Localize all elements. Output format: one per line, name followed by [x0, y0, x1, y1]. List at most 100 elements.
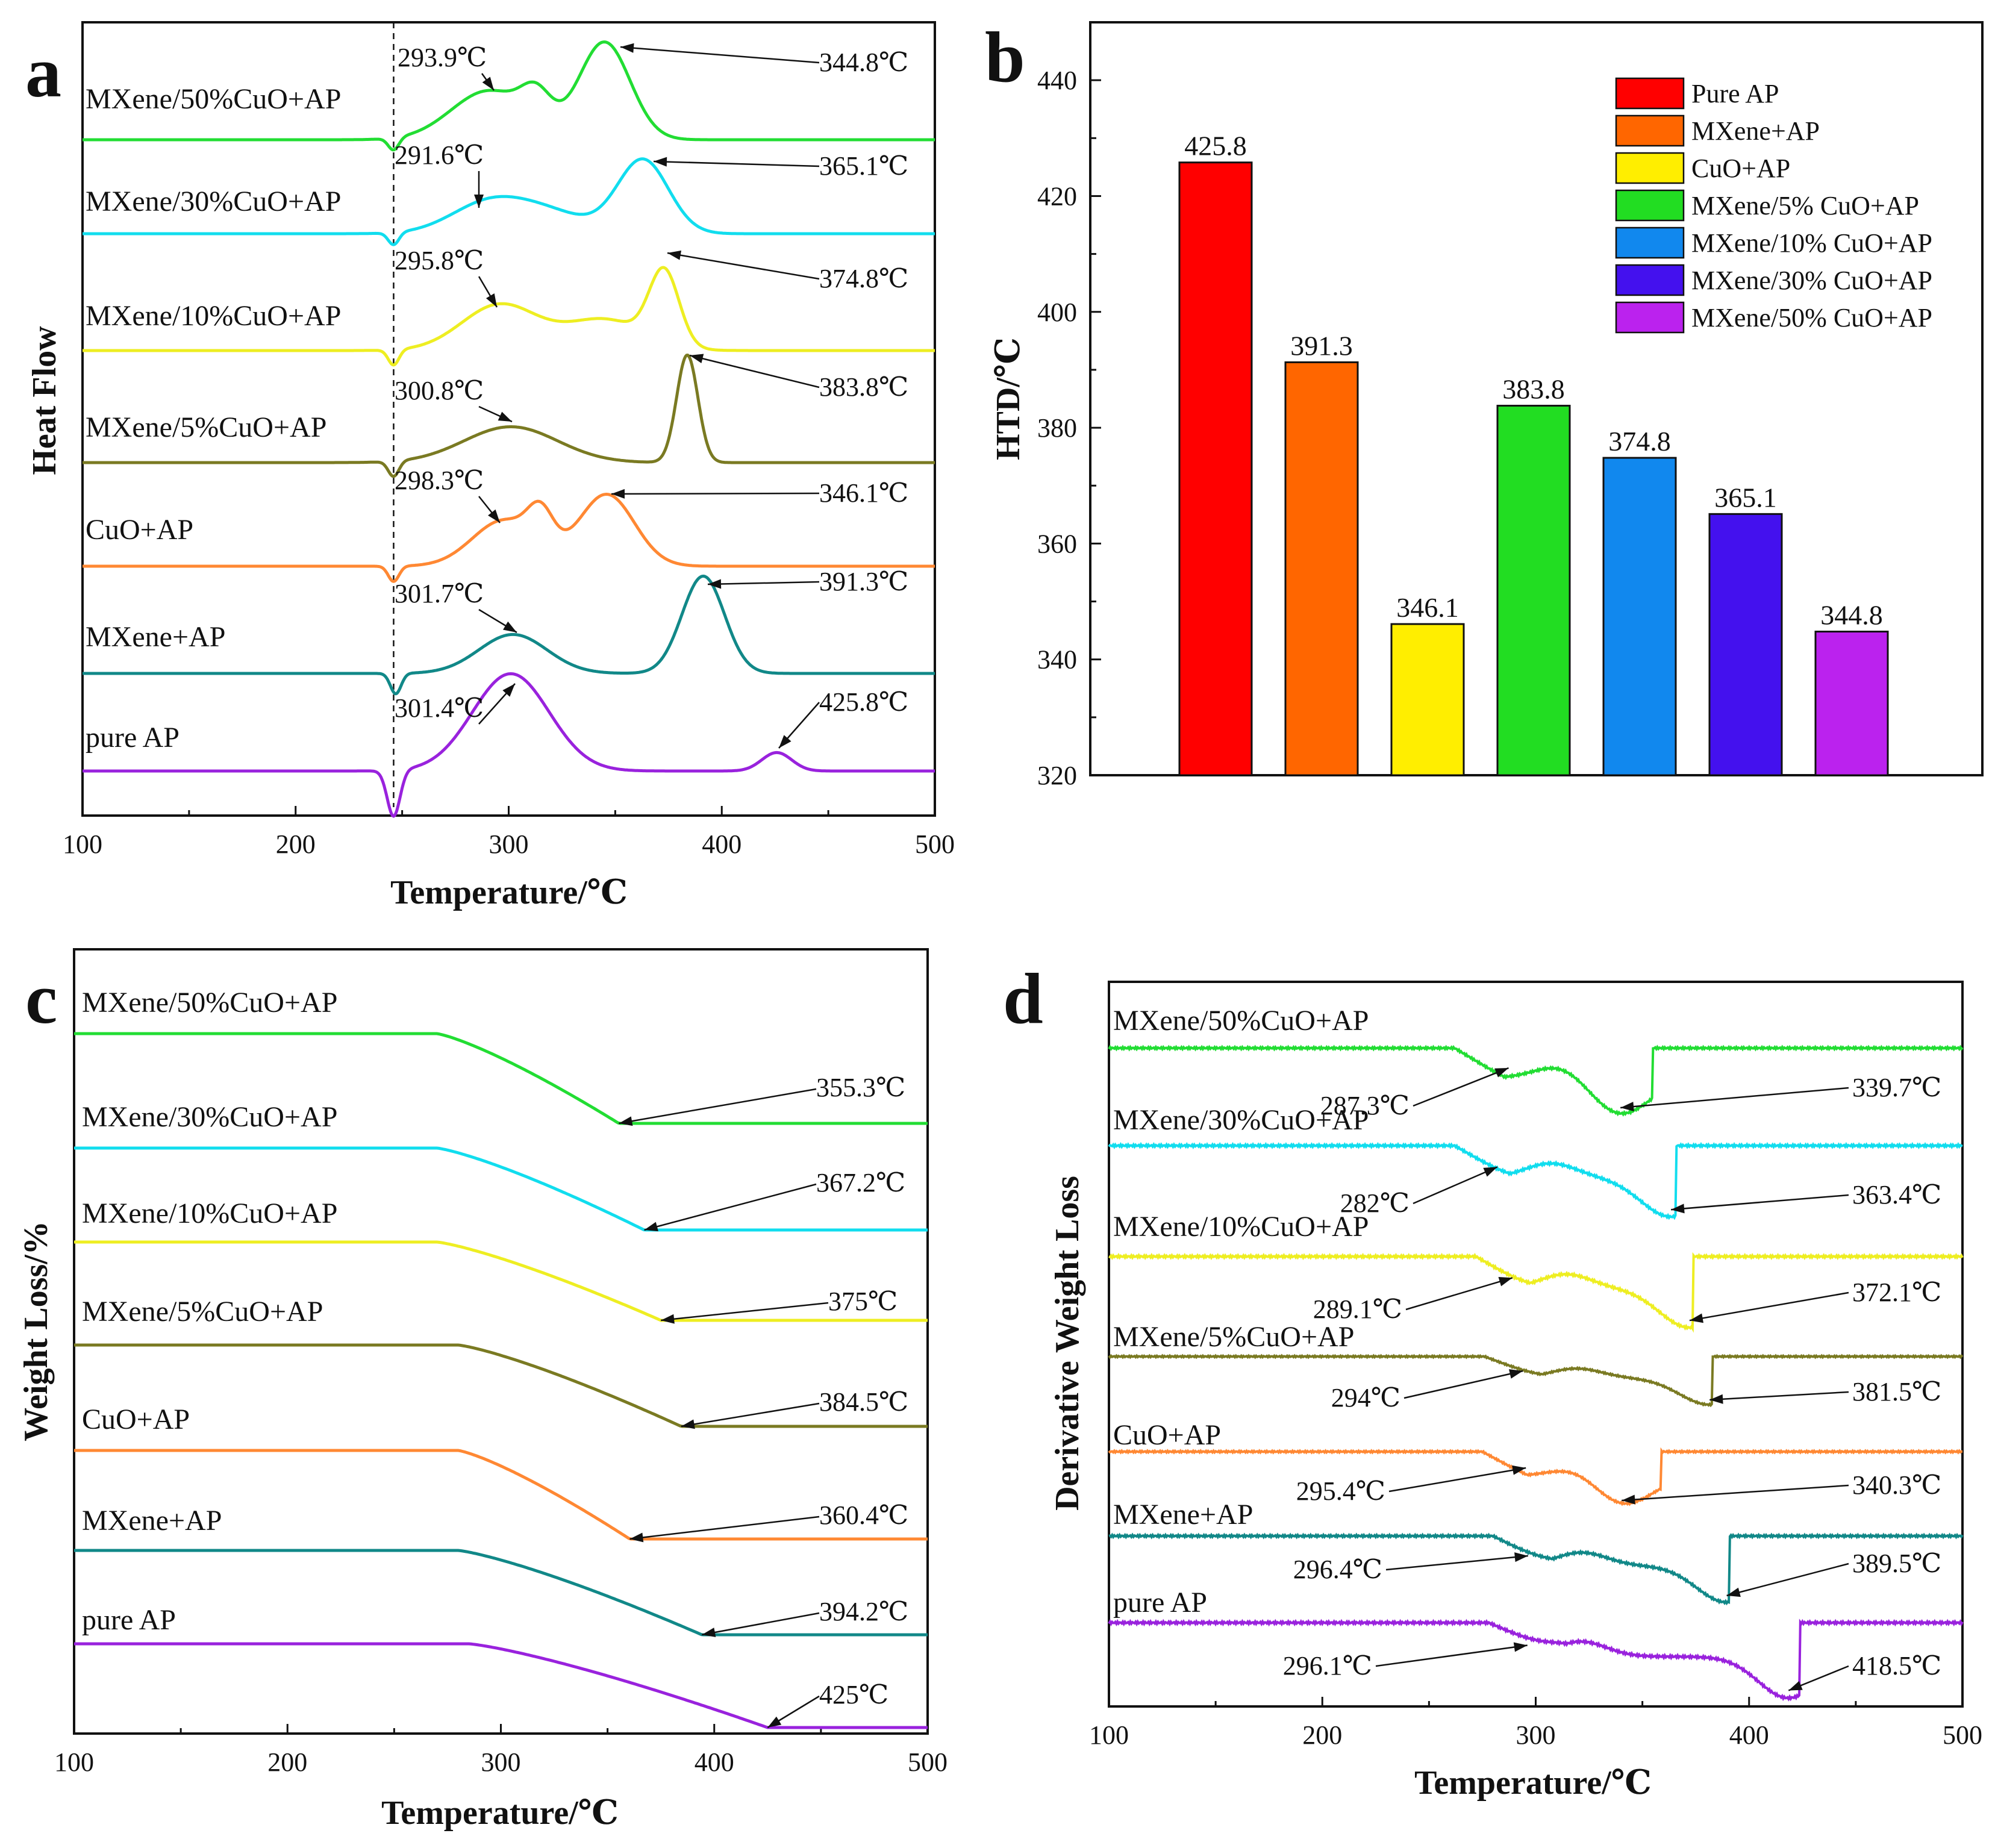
- curve-label: MXene/10%CuO+AP: [82, 1197, 337, 1229]
- arrow-head: [482, 76, 494, 90]
- curve-label: MXene/30%CuO+AP: [86, 186, 341, 217]
- peak-annotation: 295.8℃: [395, 246, 484, 275]
- annotation-arrow: [620, 46, 820, 64]
- legend-swatch: [1615, 301, 1685, 334]
- arrow-head: [1671, 1203, 1685, 1214]
- annotation-arrow: [661, 1302, 829, 1322]
- arrow-head: [708, 579, 722, 589]
- arrow-head: [1498, 1277, 1513, 1287]
- curve-label: MXene/5%CuO+AP: [1113, 1321, 1354, 1353]
- curve-label: CuO+AP: [1113, 1419, 1221, 1451]
- arrow-head: [474, 195, 484, 208]
- dtg-curve-0: [1108, 1044, 1964, 1117]
- legend-label: Pure AP: [1691, 79, 1779, 108]
- end-temp-annotation: 375℃: [828, 1287, 898, 1316]
- panel-a-curves: MXene/50%CuO+AP 293.9℃ 344.8℃ MXene/30%CuO+…: [83, 22, 935, 818]
- y-tick-label: 380: [1037, 413, 1077, 443]
- peak-annotation: 365.1℃: [819, 151, 908, 181]
- bar-value-label: 344.8: [1820, 600, 1883, 631]
- x-tick-label: 300: [1516, 1720, 1556, 1750]
- annotation-arrow: [1670, 1194, 1849, 1211]
- arrow-head: [702, 1628, 716, 1637]
- arrow-head: [1788, 1681, 1803, 1691]
- legend-swatch: [1615, 226, 1685, 259]
- annotation-arrow: [629, 1516, 820, 1540]
- dtg-annotation: 296.4℃: [1293, 1555, 1382, 1584]
- peak-annotation: 293.9℃: [398, 43, 487, 72]
- peak-annotation: 301.7℃: [395, 579, 484, 608]
- bar-2: [1390, 623, 1465, 776]
- arrow-head: [620, 43, 634, 53]
- x-tick-label: 100: [54, 1747, 94, 1777]
- peak-annotation: 298.3℃: [395, 466, 484, 495]
- arrow-head: [1483, 1167, 1497, 1177]
- panel-c-y-axis-title: Weight Loss/%: [17, 1221, 55, 1441]
- legend-swatch: [1615, 152, 1685, 184]
- bar-value-label: 374.8: [1608, 426, 1671, 457]
- dtg-annotation: 296.1℃: [1283, 1651, 1372, 1681]
- curve-label: pure AP: [82, 1604, 176, 1636]
- peak-annotation: 391.3℃: [819, 567, 908, 596]
- arrow-head: [488, 509, 500, 523]
- curve-label: MXene/50%CuO+AP: [86, 83, 341, 115]
- panel-d: d 100 200 300 400 500 MXene/50%CuO+AP 287.3℃ 3…: [1003, 958, 1982, 1802]
- panel-b: b 320 340 360 380 400 420 440 425.8 391.3 346.1 3…: [985, 17, 1984, 790]
- arrow-head: [667, 250, 682, 260]
- dtg-annotation: 294℃: [1331, 1383, 1400, 1413]
- legend-label: MXene/10% CuO+AP: [1691, 228, 1932, 258]
- arrow-head: [1513, 1642, 1528, 1652]
- panel-c-frame: [73, 948, 929, 1735]
- dtg-annotation: 418.5℃: [1852, 1651, 1941, 1681]
- bar-value-label: 425.8: [1184, 131, 1247, 161]
- annotation-arrow: [1375, 1644, 1528, 1667]
- curve-label: CuO+AP: [86, 514, 193, 546]
- panel-d-letter: d: [1003, 958, 1043, 1038]
- arrow-head: [661, 1314, 675, 1324]
- bar-0: [1178, 161, 1253, 776]
- annotation-arrow: [701, 1612, 820, 1636]
- y-tick-label: 420: [1037, 181, 1077, 211]
- tg-curve-2: [74, 1240, 928, 1322]
- panel-b-legend: Pure AP MXene+AP CuO+AP MXene/5% CuO+AP MXen…: [1615, 77, 1932, 334]
- annotation-arrow: [1388, 1467, 1526, 1493]
- annotation-arrow: [1689, 1291, 1849, 1322]
- bar-value-label: 383.8: [1502, 374, 1565, 405]
- peak-annotation: 374.8℃: [819, 264, 908, 293]
- peak-annotation: 346.1℃: [819, 478, 908, 508]
- tg-curve-6: [74, 1642, 928, 1729]
- dsc-curve-0: [83, 40, 935, 152]
- curve-label: MXene/5%CuO+AP: [86, 411, 326, 443]
- legend-label: MXene/30% CuO+AP: [1691, 266, 1932, 295]
- peak-annotation: 344.8℃: [819, 48, 908, 77]
- annotation-arrow: [689, 354, 820, 389]
- tg-curve-5: [74, 1549, 928, 1637]
- arrow-head: [690, 354, 704, 364]
- annotation-arrow: [1709, 1391, 1849, 1401]
- dsc-curve-2: [83, 266, 935, 367]
- legend-swatch: [1615, 77, 1685, 110]
- arrow-head: [629, 1532, 644, 1543]
- dtg-annotation: 287.3℃: [1320, 1091, 1410, 1120]
- end-temp-annotation: 425℃: [819, 1680, 888, 1709]
- annotation-arrow: [707, 581, 820, 585]
- tg-curve-0: [74, 1032, 928, 1125]
- panel-b-y-ticks: 320 340 360 380 400 420 440: [1037, 66, 1101, 790]
- panel-d-y-axis-title: Derivative Weight Loss: [1049, 1176, 1086, 1511]
- y-tick-label: 340: [1037, 645, 1077, 675]
- arrow-head: [1709, 1394, 1723, 1404]
- annotation-arrow: [1622, 1484, 1849, 1502]
- peak-annotation: 383.8℃: [819, 372, 908, 402]
- bar-3: [1496, 405, 1571, 776]
- annotation-arrow: [644, 1183, 817, 1231]
- bar-5: [1708, 513, 1783, 776]
- dtg-annotation: 340.3℃: [1852, 1470, 1941, 1500]
- arrow-head: [767, 1716, 782, 1728]
- curve-label: MXene/30%CuO+AP: [1113, 1104, 1369, 1136]
- legend-label: MXene/5% CuO+AP: [1691, 191, 1919, 220]
- panel-c-x-ticks: 100 200 300 400 500: [54, 1724, 948, 1777]
- bar-6: [1814, 631, 1889, 776]
- dtg-annotation: 289.1℃: [1313, 1294, 1402, 1324]
- legend-swatch: [1615, 114, 1685, 147]
- dtg-curve-5: [1108, 1532, 1964, 1606]
